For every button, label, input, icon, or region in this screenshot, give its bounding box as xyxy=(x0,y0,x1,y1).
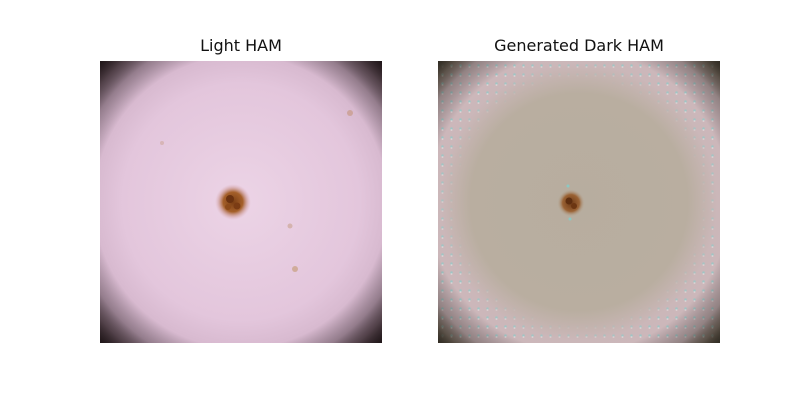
generated-dark-ham-panel: Generated Dark HAM xyxy=(438,0,720,400)
lesion-mark xyxy=(215,184,251,220)
light-ham-panel: Light HAM xyxy=(100,0,382,400)
light-ham-title: Light HAM xyxy=(200,36,282,55)
generated-dark-ham-title: Generated Dark HAM xyxy=(494,36,664,55)
generated-dark-ham-image xyxy=(438,61,720,343)
light-ham-image xyxy=(100,61,382,343)
generated-dark-ham-graphic xyxy=(438,61,720,343)
light-ham-graphic xyxy=(100,61,382,343)
